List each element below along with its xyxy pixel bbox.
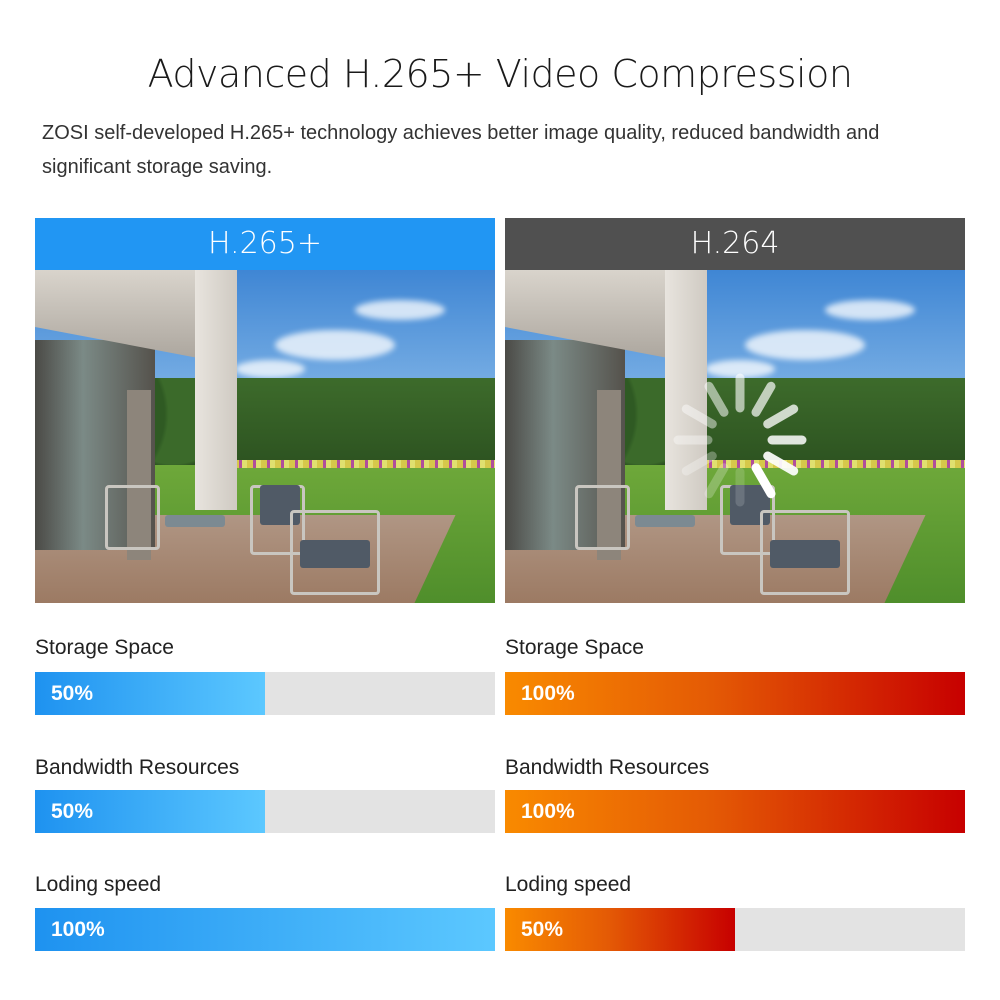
metric-bar: 100% bbox=[505, 790, 965, 833]
metric-label: Loding speed bbox=[35, 873, 162, 896]
metric-bar-fill bbox=[35, 908, 495, 951]
metric-value: 100% bbox=[521, 800, 575, 823]
spinner-spoke bbox=[751, 381, 776, 417]
metric-value: 50% bbox=[51, 800, 94, 823]
spinner-spoke bbox=[751, 463, 776, 499]
metric-value: 100% bbox=[521, 682, 575, 705]
metric-label: Storage Space bbox=[35, 636, 174, 659]
metric-bar: 50% bbox=[505, 908, 965, 951]
metric-bar-fill bbox=[505, 672, 965, 715]
patio-photo bbox=[35, 270, 495, 603]
metric-label: Storage Space bbox=[505, 636, 644, 659]
spinner-spoke bbox=[704, 381, 729, 417]
metric-bar: 50% bbox=[35, 790, 495, 833]
spinner-spoke bbox=[681, 451, 717, 476]
metric-bar-fill bbox=[35, 790, 265, 833]
metric-bar: 50% bbox=[35, 672, 495, 715]
metric-label: Loding speed bbox=[505, 873, 632, 896]
spinner-spoke bbox=[704, 463, 729, 499]
page-title: Advanced H.265+ Video Compression bbox=[147, 52, 853, 96]
h265-header: H.265+ bbox=[35, 218, 495, 270]
h264-header: H.264 bbox=[505, 218, 965, 270]
metric-bar-fill bbox=[35, 672, 265, 715]
h265-panel: H.265+ bbox=[35, 218, 495, 603]
h264-panel: H.264 bbox=[505, 218, 965, 603]
loading-spinner-icon bbox=[673, 373, 807, 507]
metric-value: 50% bbox=[521, 918, 564, 941]
metric-value: 50% bbox=[51, 682, 94, 705]
patio-photo bbox=[505, 270, 965, 603]
metric-bar: 100% bbox=[505, 672, 965, 715]
metric-bar: 100% bbox=[35, 908, 495, 951]
metric-label: Bandwidth Resources bbox=[505, 756, 710, 779]
metric-value: 100% bbox=[51, 918, 105, 941]
spinner-spoke bbox=[681, 404, 717, 429]
metric-bar-fill bbox=[505, 908, 735, 951]
spinner-spoke bbox=[763, 404, 799, 429]
metric-bar-fill bbox=[505, 790, 965, 833]
spinner-spoke bbox=[763, 451, 799, 476]
metric-label: Bandwidth Resources bbox=[35, 756, 240, 779]
page-subtitle: ZOSI self-developed H.265+ technology ac… bbox=[42, 122, 880, 178]
